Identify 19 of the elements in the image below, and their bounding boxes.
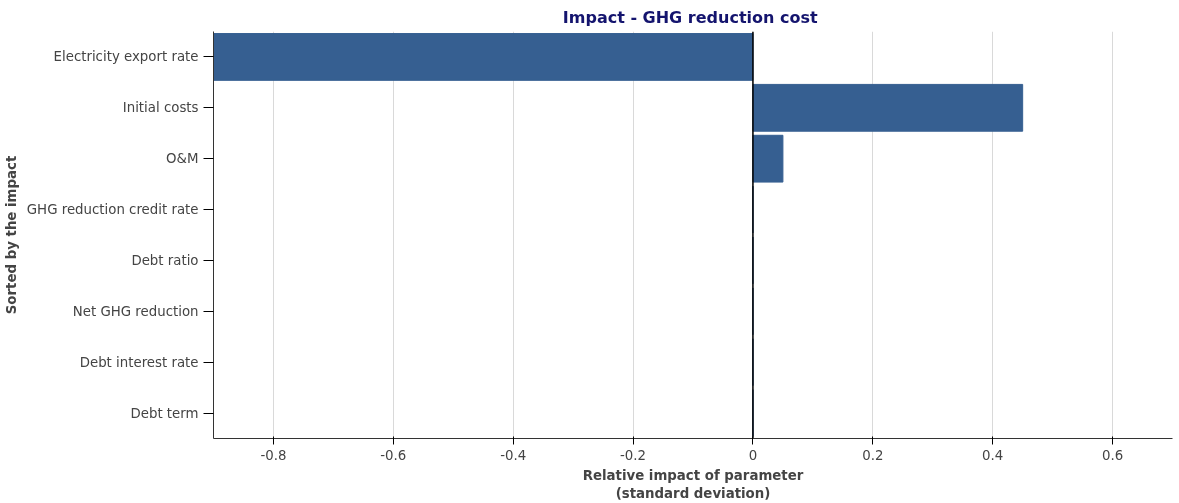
y-axis-title: Sorted by the impact <box>3 155 19 315</box>
x-tick-label: 0 <box>748 447 758 463</box>
y-tick-label: GHG reduction credit rate <box>26 202 199 218</box>
y-tick-label: Debt term <box>130 405 199 421</box>
x-tick-label: -0.4 <box>500 447 527 463</box>
y-tick-label: Debt interest rate <box>79 354 199 370</box>
x-tick-label: 0.2 <box>862 447 884 463</box>
y-tick-label: Debt ratio <box>131 252 199 268</box>
x-tick-label: -0.2 <box>620 447 647 463</box>
chart-title: Impact - GHG reduction cost <box>562 7 818 27</box>
x-tick-label: 0.6 <box>1101 447 1124 463</box>
x-tick-label: 0.4 <box>982 447 1004 463</box>
x-tick-label: -0.6 <box>380 447 407 463</box>
y-tick-label: Net GHG reduction <box>72 303 199 319</box>
y-tick-label: Initial costs <box>122 100 199 116</box>
y-tick-label: Electricity export rate <box>53 49 199 65</box>
x-tick-label: -0.8 <box>260 447 287 463</box>
x-axis-title: Relative impact of parameter (standard deviation) <box>582 467 804 501</box>
y-tick-label: O&M <box>166 151 199 167</box>
